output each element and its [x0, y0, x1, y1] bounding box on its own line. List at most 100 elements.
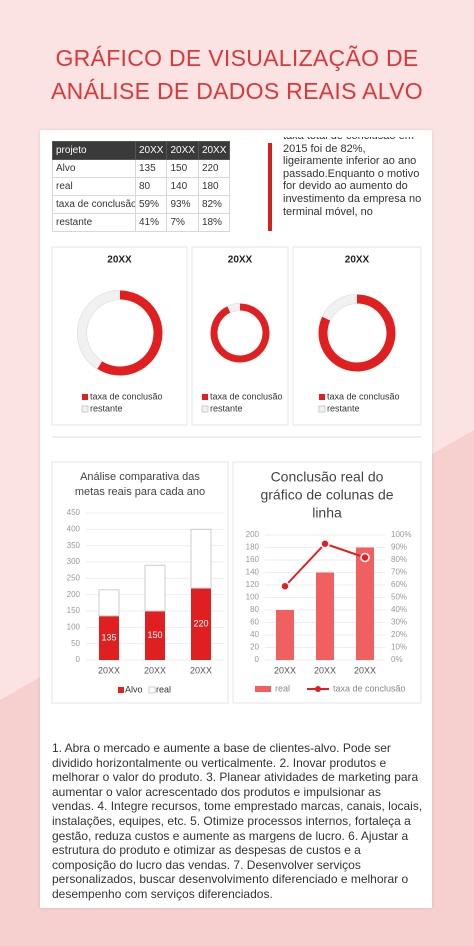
- x-tick-label: 20XX: [98, 665, 120, 675]
- legend-label: restante: [210, 403, 243, 413]
- line-marker: [360, 552, 370, 563]
- y2-tick-label: 60%: [391, 580, 407, 589]
- chart-title: metas reais para cada ano: [75, 486, 205, 498]
- y-tick-label: 120: [246, 580, 260, 589]
- title-line: ANÁLISE DE DADOS REAIS ALVO: [51, 78, 423, 104]
- page-title: GRÁFICO DE VISUALIZAÇÃO DE ANÁLISE DE DA…: [0, 42, 474, 108]
- y2-tick-label: 0%: [391, 655, 403, 664]
- y2-tick-label: 70%: [391, 568, 407, 577]
- value-label: 135: [101, 632, 116, 642]
- bar-segment: [144, 564, 166, 612]
- y-tick-label: 350: [67, 541, 81, 550]
- data-table: projeto 20XX 20XX 20XX Alvo 135 150 220 real 80 14…: [52, 141, 231, 232]
- slice: [97, 290, 163, 376]
- y-tick-label: 60: [250, 618, 259, 627]
- chart-title: 20XX: [345, 255, 370, 266]
- y2-tick-label: 100%: [391, 530, 411, 539]
- x-tick-label: 20XX: [274, 665, 296, 675]
- panel: [292, 246, 422, 426]
- value-label: 220: [193, 618, 208, 628]
- y2-tick-label: 80%: [391, 555, 407, 564]
- legend-label: Alvo: [125, 684, 143, 694]
- footer-text: 1. Abra o mercado e aumente a base de cl…: [52, 741, 423, 901]
- y2-tick-label: 50%: [391, 593, 407, 602]
- bar-segment: [191, 588, 211, 660]
- bar-segment: [99, 615, 119, 660]
- slice: [227, 303, 241, 313]
- y-tick-label: 450: [67, 508, 81, 517]
- table-cell: 18%: [197, 213, 231, 232]
- y-tick-label: 140: [246, 568, 260, 577]
- table-row: real 80 140 180: [52, 177, 231, 196]
- y-tick-label: 50: [71, 639, 80, 648]
- slice: [322, 294, 358, 321]
- y2-tick-label: 20%: [391, 630, 407, 639]
- y-tick-label: 180: [246, 543, 260, 552]
- legend-swatch: [202, 394, 208, 400]
- legend-swatch: [82, 394, 88, 400]
- bar-segment: [98, 589, 120, 617]
- chart-title: linha: [312, 505, 342, 521]
- y-tick-label: 300: [67, 557, 81, 566]
- slice: [77, 290, 121, 369]
- panel: [51, 246, 188, 426]
- value-label: 150: [147, 630, 162, 640]
- bar: [316, 572, 334, 660]
- legend-swatch: [148, 686, 156, 694]
- table-cell: 7%: [166, 213, 199, 232]
- y-tick-label: 400: [67, 524, 81, 533]
- line-marker: [280, 581, 290, 591]
- line-marker: [320, 539, 330, 549]
- x-tick-label: 20XX: [354, 665, 376, 675]
- y-tick-label: 100: [67, 622, 81, 631]
- note-box: taxa total de conclusão em 2015 foi de 8…: [283, 137, 423, 231]
- chart-title: Análise comparativa das: [80, 471, 200, 483]
- bar-segment: [190, 528, 212, 589]
- x-tick-label: 20XX: [314, 665, 336, 675]
- table-row: taxa de conclusão 59% 93% 82%: [52, 195, 231, 214]
- legend-label: taxa de conclusão: [90, 391, 163, 401]
- y-tick-label: 20: [250, 643, 259, 652]
- y-tick-label: 0: [76, 655, 81, 664]
- legend-label: taxa de conclusão: [327, 391, 400, 401]
- accent-bar: [268, 143, 272, 231]
- y-tick-label: 250: [67, 573, 81, 582]
- bar-segment: [145, 611, 165, 660]
- chart-title: gráfico de colunas de: [260, 487, 393, 503]
- table-cell: restante: [52, 213, 136, 232]
- y-tick-label: 150: [67, 606, 81, 615]
- legend-label: restante: [90, 403, 123, 413]
- y-tick-label: 0: [255, 655, 260, 664]
- note-text: taxa total de conclusão em 2015 foi de 8…: [283, 137, 422, 218]
- y2-tick-label: 10%: [391, 643, 407, 652]
- legend-swatch: [319, 394, 325, 400]
- y-tick-label: 160: [246, 555, 260, 564]
- bar: [276, 610, 294, 660]
- legend-label: real: [156, 684, 171, 694]
- legend-label: restante: [327, 403, 360, 413]
- legend-marker: [315, 686, 321, 692]
- legend-label: taxa de conclusão: [210, 391, 283, 401]
- x-tick-label: 20XX: [190, 665, 212, 675]
- y2-tick-label: 90%: [391, 543, 407, 552]
- chart-title: 20XX: [228, 255, 253, 266]
- legend-swatch: [118, 687, 124, 693]
- chart-title: 20XX: [107, 255, 132, 266]
- x-tick-label: 20XX: [144, 665, 166, 675]
- table-cell: 41%: [134, 213, 168, 232]
- y2-tick-label: 40%: [391, 605, 407, 614]
- y-tick-label: 200: [246, 530, 260, 539]
- legend-swatch: [255, 686, 271, 692]
- table-cell: 20XX: [197, 141, 231, 160]
- y-tick-label: 80: [250, 605, 259, 614]
- slice: [210, 303, 270, 363]
- y2-tick-label: 30%: [391, 618, 407, 627]
- legend-swatch: [201, 405, 209, 413]
- table-row: restante 41% 7% 18%: [52, 213, 231, 232]
- legend-swatch: [81, 405, 89, 413]
- legend-label: real: [275, 683, 290, 693]
- bar: [356, 547, 374, 660]
- chart-title: Conclusão real do: [271, 469, 384, 485]
- y-tick-label: 40: [250, 630, 259, 639]
- slice: [318, 294, 396, 372]
